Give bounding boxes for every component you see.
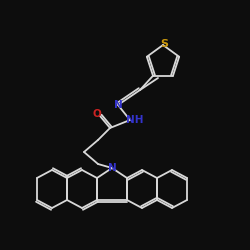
Text: S: S — [160, 39, 168, 49]
Text: N: N — [108, 163, 116, 173]
Text: N: N — [114, 100, 122, 110]
Text: O: O — [92, 109, 102, 119]
Text: NH: NH — [126, 115, 144, 125]
